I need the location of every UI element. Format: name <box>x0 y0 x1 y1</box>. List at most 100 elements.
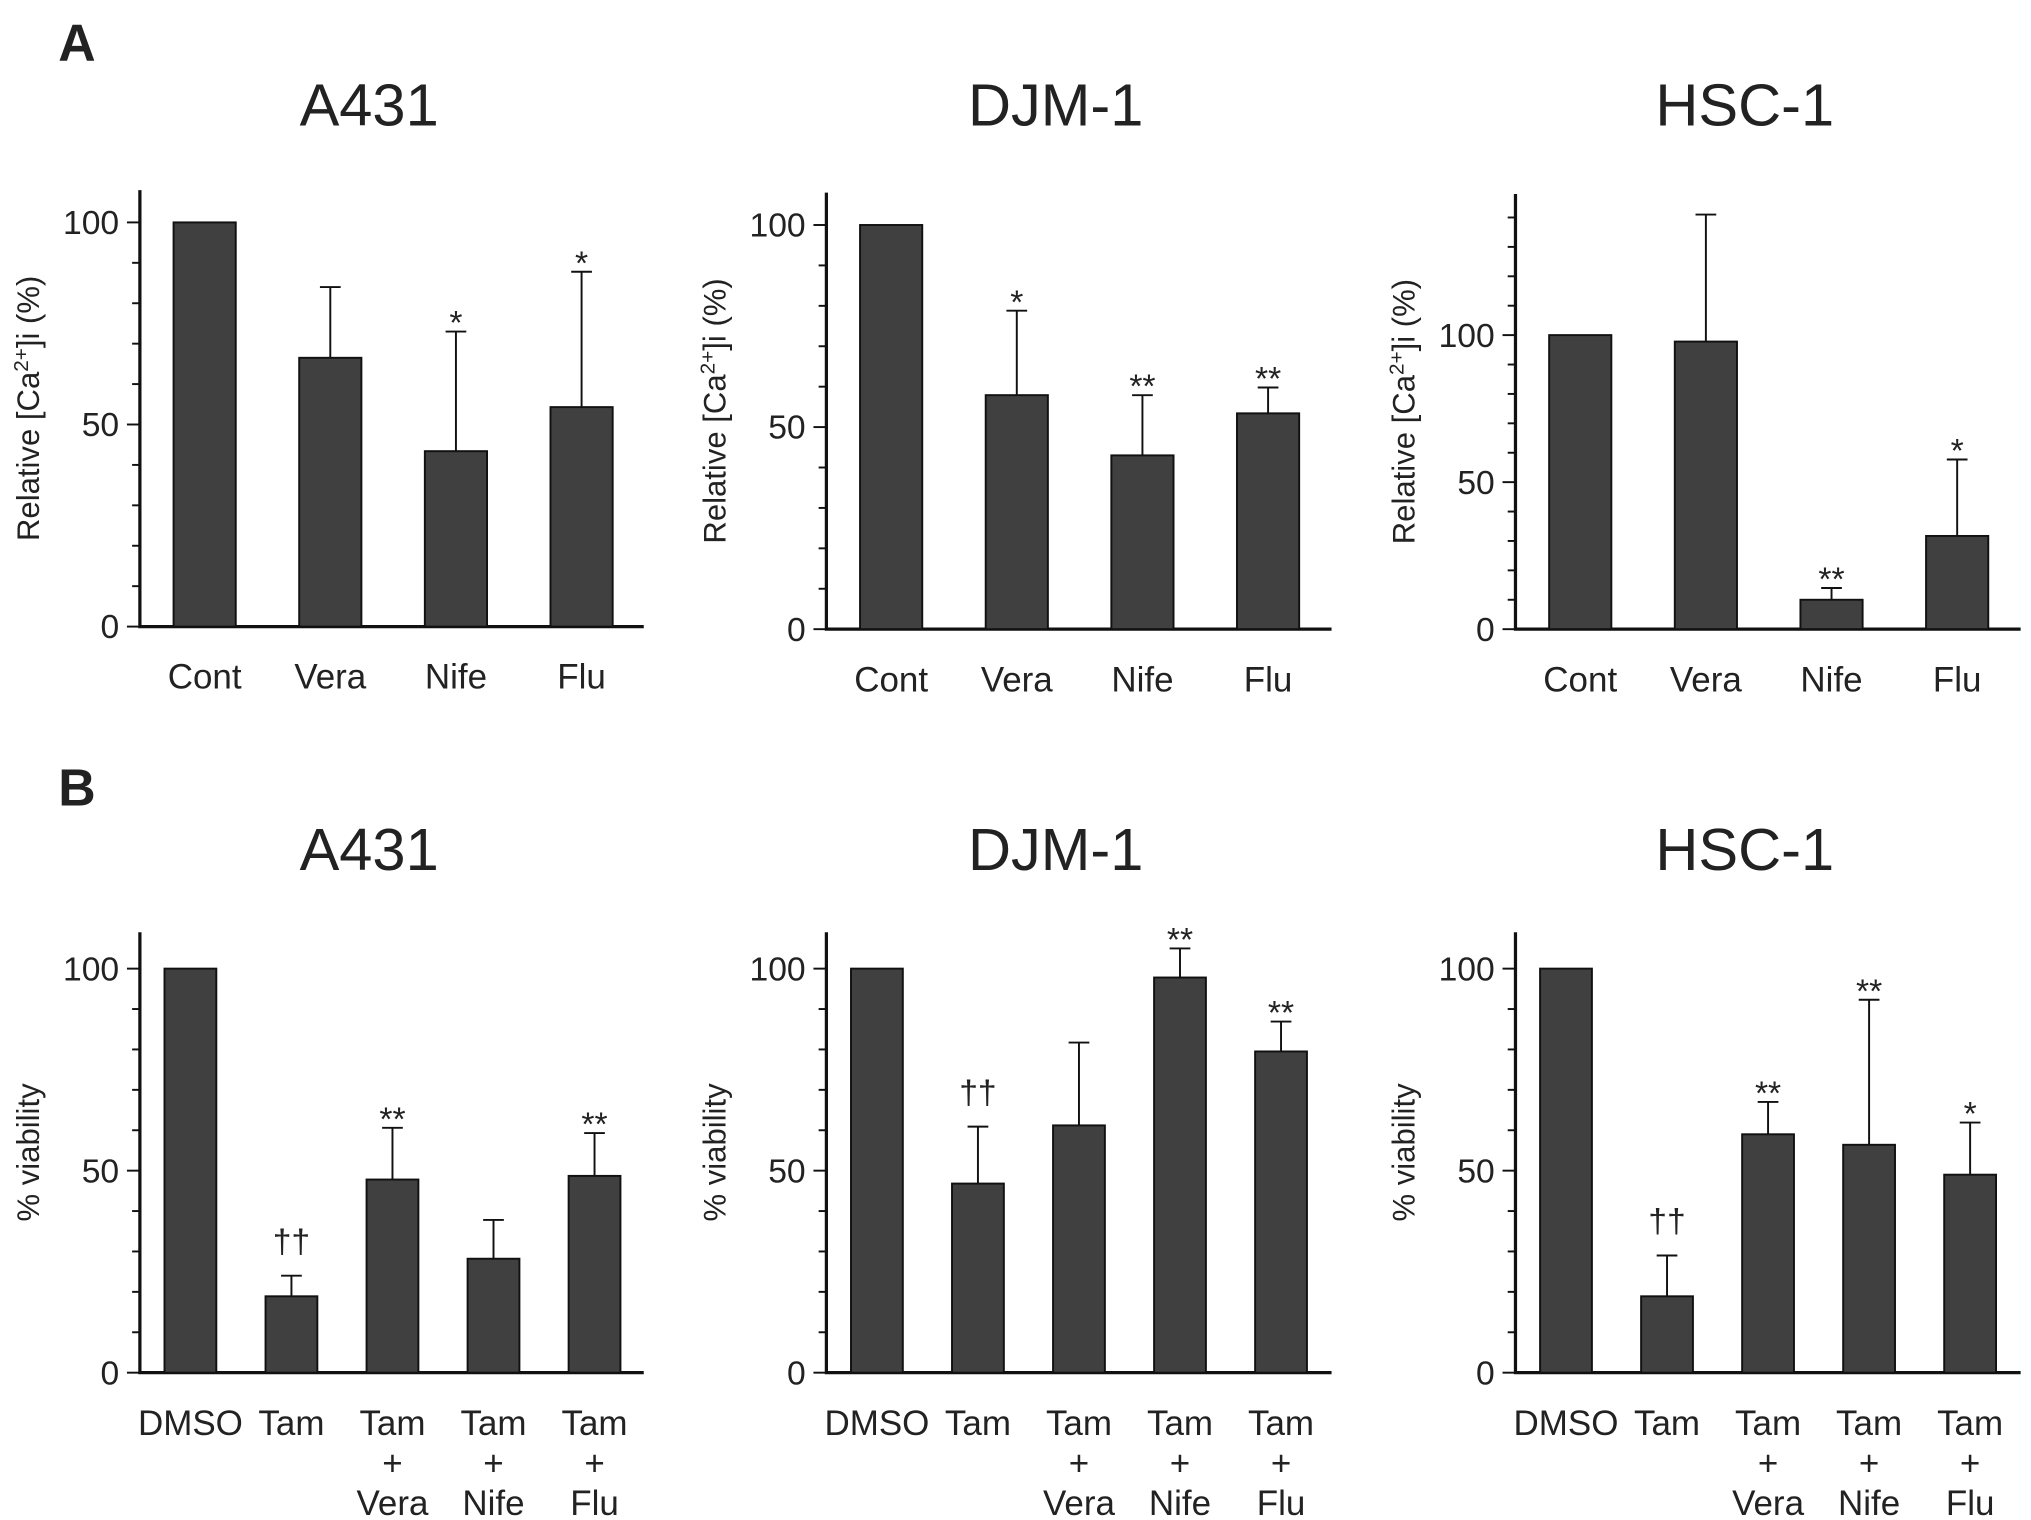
bar <box>365 1178 420 1374</box>
x-tick-label: DMSO <box>138 1404 243 1443</box>
bar <box>1799 598 1864 631</box>
x-tick-label: + <box>1069 1444 1089 1483</box>
bar <box>298 356 363 628</box>
x-tick-label: Tam <box>1634 1404 1700 1443</box>
y-tick-label: 0 <box>1476 1355 1495 1392</box>
chart-title: A431 <box>300 71 439 138</box>
significance-label: * <box>1951 433 1964 470</box>
chart-title: HSC-1 <box>1655 71 1834 138</box>
chart-title: DJM-1 <box>968 816 1143 883</box>
x-tick-label: Nife <box>1800 660 1862 699</box>
bar <box>1153 976 1207 1374</box>
x-tick-label: Tam <box>1836 1404 1902 1443</box>
x-tick-label: + <box>483 1444 503 1483</box>
x-tick-label: + <box>1758 1444 1778 1483</box>
y-tick-label: 100 <box>1439 951 1495 988</box>
bar <box>1842 1143 1896 1374</box>
y-tick-label: 100 <box>750 208 806 245</box>
x-tick-label: Tam <box>359 1404 425 1443</box>
x-tick-label: Flu <box>557 658 606 697</box>
y-axis-label: % viability <box>697 1083 732 1222</box>
bar <box>549 406 614 628</box>
bar <box>1943 1173 1997 1374</box>
y-tick-label: 50 <box>82 407 119 444</box>
significance-label: ** <box>1167 922 1193 959</box>
significance-label: ** <box>1255 361 1281 398</box>
bar <box>951 1182 1005 1374</box>
significance-label: ** <box>1818 562 1844 599</box>
y-tick-label: 50 <box>1457 465 1494 502</box>
x-tick-label: Tam <box>562 1404 628 1443</box>
x-tick-label: Flu <box>570 1484 619 1520</box>
bar <box>1925 534 1990 631</box>
significance-label: * <box>575 245 588 282</box>
bar <box>567 1174 622 1374</box>
x-tick-label: Vera <box>981 660 1053 699</box>
significance-label: ** <box>1129 369 1155 406</box>
bar <box>163 967 218 1374</box>
significance-label: * <box>1010 284 1023 321</box>
panel-label-a: A <box>58 14 95 72</box>
y-tick-label: 50 <box>82 1153 119 1190</box>
x-tick-label: Tam <box>258 1404 324 1443</box>
y-axis-label: Relative [Ca2+]i (%) <box>9 276 46 541</box>
bar <box>423 450 488 628</box>
x-tick-label: + <box>1859 1444 1879 1483</box>
x-tick-label: Vera <box>1732 1484 1804 1520</box>
y-tick-label: 50 <box>768 1153 805 1190</box>
y-tick-label: 0 <box>787 1355 806 1392</box>
x-tick-label: Cont <box>854 660 928 699</box>
chart-title: A431 <box>300 816 439 883</box>
significance-label: ** <box>1755 1076 1781 1113</box>
x-tick-label: Vera <box>1043 1484 1115 1520</box>
significance-label: †† <box>1648 1203 1685 1240</box>
bar <box>1254 1050 1308 1374</box>
x-tick-label: Tam <box>460 1404 526 1443</box>
significance-label: ** <box>379 1101 405 1138</box>
x-tick-label: + <box>382 1444 402 1483</box>
x-tick-label: Tam <box>1248 1404 1314 1443</box>
x-tick-label: Tam <box>1735 1404 1801 1443</box>
x-tick-label: DMSO <box>824 1404 929 1443</box>
x-tick-label: Vera <box>294 658 366 697</box>
x-tick-label: Nife <box>462 1484 524 1520</box>
chart-b-a431: A431% viability050100DMSO††Tam**Tam+Vera… <box>11 816 644 1520</box>
y-tick-label: 100 <box>63 951 119 988</box>
x-tick-label: Tam <box>1147 1404 1213 1443</box>
significance-label: * <box>449 305 462 342</box>
significance-label: ** <box>1856 973 1882 1010</box>
x-tick-label: Nife <box>425 658 487 697</box>
x-tick-label: Flu <box>1257 1484 1306 1520</box>
significance-label: * <box>1964 1096 1977 1133</box>
chart-b-hsc-1: HSC-1% viability050100DMSO††Tam**Tam+Ver… <box>1386 816 2021 1520</box>
chart-a-hsc-1: HSC-1 Relative [Ca2+]i (%) 0 50 100 Cont Vera *… <box>1385 71 2021 699</box>
x-tick-label: Cont <box>1543 660 1617 699</box>
significance-label: †† <box>273 1223 310 1260</box>
x-tick-label: Flu <box>1933 660 1982 699</box>
x-tick-label: Nife <box>1149 1484 1211 1520</box>
y-axis-label: Relative [Ca2+]i (%) <box>696 278 732 543</box>
bar <box>1741 1133 1795 1374</box>
x-tick-label: DMSO <box>1514 1404 1619 1443</box>
y-axis-label: Relative [Ca2+]i (%) <box>1385 279 1422 544</box>
x-tick-label: Cont <box>168 658 242 697</box>
x-tick-label: Nife <box>1838 1484 1900 1520</box>
y-tick-label: 0 <box>787 612 806 649</box>
chart-title: DJM-1 <box>968 71 1143 138</box>
x-tick-label: Flu <box>1946 1484 1995 1520</box>
bar <box>1539 967 1593 1374</box>
y-tick-label: 100 <box>63 205 119 242</box>
y-tick-label: 0 <box>100 609 119 646</box>
y-tick-label: 100 <box>1439 318 1495 355</box>
x-tick-label: Vera <box>357 1484 429 1520</box>
chart-title: HSC-1 <box>1655 816 1834 883</box>
chart-a-djm-1: DJM-1 Relative [Ca2+]i (%) 0 50 100 Cont * Vera… <box>696 71 1332 699</box>
bar <box>1236 412 1301 631</box>
chart-a-a431: A431 Relative [Ca2+]i (%) 0 50 100 Cont Vera * N… <box>9 71 644 697</box>
x-tick-label: Tam <box>1937 1404 2003 1443</box>
bar <box>264 1295 319 1374</box>
bar <box>466 1257 521 1374</box>
bar <box>1548 334 1613 631</box>
